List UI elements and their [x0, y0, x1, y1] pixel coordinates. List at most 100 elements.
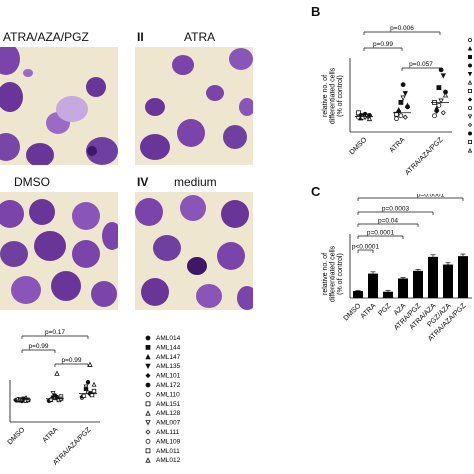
bar	[413, 270, 423, 298]
data-point	[467, 140, 472, 145]
legend-label: AML111	[156, 429, 180, 436]
data-point	[145, 335, 151, 341]
p-value-label: p=0.0001	[367, 230, 395, 237]
data-point	[145, 420, 151, 426]
data-point	[400, 82, 406, 88]
data-point	[145, 344, 151, 350]
legend-label: AML172	[156, 382, 181, 389]
micrograph-1-label: ATRA/AZA/PGZ	[3, 30, 89, 44]
data-point	[467, 122, 473, 128]
data-point	[402, 91, 408, 97]
legend-label: AML144	[156, 344, 181, 351]
bar	[428, 256, 438, 298]
data-point	[467, 46, 473, 51]
data-point	[85, 380, 91, 385]
data-point	[467, 131, 472, 136]
data-point	[54, 370, 60, 376]
x-tick-label: ATRA	[389, 136, 407, 154]
data-point	[145, 353, 151, 360]
data-point	[467, 80, 473, 85]
cell	[86, 137, 118, 165]
legend-label: AML128	[156, 410, 181, 417]
micrograph-4-numeral: IV	[137, 175, 149, 189]
p-value-label: p=0.17	[45, 329, 65, 336]
data-point	[366, 115, 373, 122]
data-point	[145, 410, 151, 416]
cell	[0, 133, 20, 161]
bar	[458, 256, 468, 298]
data-point	[50, 391, 56, 396]
y-axis-label: relative no. ofdifferentiated cells(% of…	[322, 245, 344, 302]
data-point	[440, 110, 446, 116]
cell	[172, 55, 194, 75]
micrograph-3-label: DMSO	[14, 175, 50, 189]
data-point	[91, 381, 97, 387]
data-point	[394, 116, 399, 122]
data-point	[83, 384, 89, 390]
p-value-label: p=0.99	[373, 41, 393, 48]
cell	[229, 48, 253, 70]
cell	[34, 231, 66, 261]
micrograph-3	[0, 192, 118, 310]
cell	[196, 284, 222, 308]
cell-nucleus	[87, 146, 97, 156]
cell	[51, 271, 81, 301]
cell	[217, 242, 245, 270]
cell	[86, 77, 106, 97]
data-point	[405, 104, 410, 110]
bar	[383, 291, 393, 298]
data-point	[467, 55, 472, 60]
cell	[237, 286, 253, 310]
panel-b-chart: relative no. ofdifferentiated cells(% of…	[322, 25, 473, 177]
x-tick-label: DMSO	[349, 136, 369, 156]
data-point	[145, 448, 151, 454]
legend-label: AML135	[156, 363, 181, 370]
micrograph-2	[135, 47, 253, 165]
data-point	[467, 72, 473, 77]
data-point	[436, 85, 442, 90]
y-axis-label: relative no. ofdifferentiated cells(% of…	[322, 67, 344, 124]
data-point	[91, 388, 97, 394]
p-value-label: p=0.057	[409, 61, 433, 68]
legend-label: AML007	[156, 420, 181, 427]
data-point	[436, 102, 442, 108]
cell	[180, 195, 206, 221]
data-point	[442, 92, 449, 98]
data-point	[438, 98, 444, 104]
cell	[72, 240, 100, 268]
cell	[91, 281, 117, 307]
cell	[0, 82, 23, 112]
cell	[26, 143, 54, 165]
data-point	[467, 114, 473, 119]
x-tick-label: PGZ	[377, 302, 393, 318]
cell	[0, 47, 20, 75]
cell	[29, 199, 55, 225]
data-point	[467, 37, 472, 42]
panel-c-chart: relative no. ofdifferentiated cells(% of…	[322, 194, 472, 343]
cell	[221, 200, 249, 228]
legend-label: AML011	[156, 448, 180, 455]
legend-label: AML109	[156, 438, 181, 445]
cell	[135, 198, 163, 226]
cell	[141, 278, 169, 306]
micrograph-2-numeral: II	[137, 30, 144, 44]
data-point	[145, 373, 151, 379]
p-value-label: p=0.0001	[417, 194, 445, 199]
legend-label: AML110	[156, 391, 180, 398]
p-value-label: p=0.99	[61, 357, 81, 364]
data-point	[145, 382, 151, 388]
bar	[353, 291, 363, 298]
p-value-label: p=0.0003	[382, 206, 410, 213]
cell	[0, 200, 24, 228]
y-axis-label-line: relative no. of	[322, 75, 329, 117]
cell	[72, 202, 100, 230]
legend-label: AML101	[156, 373, 181, 380]
micrograph-2-image	[135, 47, 253, 165]
micrograph-4	[135, 192, 253, 310]
cell	[153, 235, 181, 261]
cell	[23, 69, 33, 77]
panel-d-chart: DMSO ATRAATRA/AZA/PGZp=0.17p=0.99p=0.99AM…	[7, 329, 181, 467]
data-point	[145, 401, 151, 407]
micrograph-3-image	[0, 192, 118, 310]
data-point	[467, 97, 473, 102]
